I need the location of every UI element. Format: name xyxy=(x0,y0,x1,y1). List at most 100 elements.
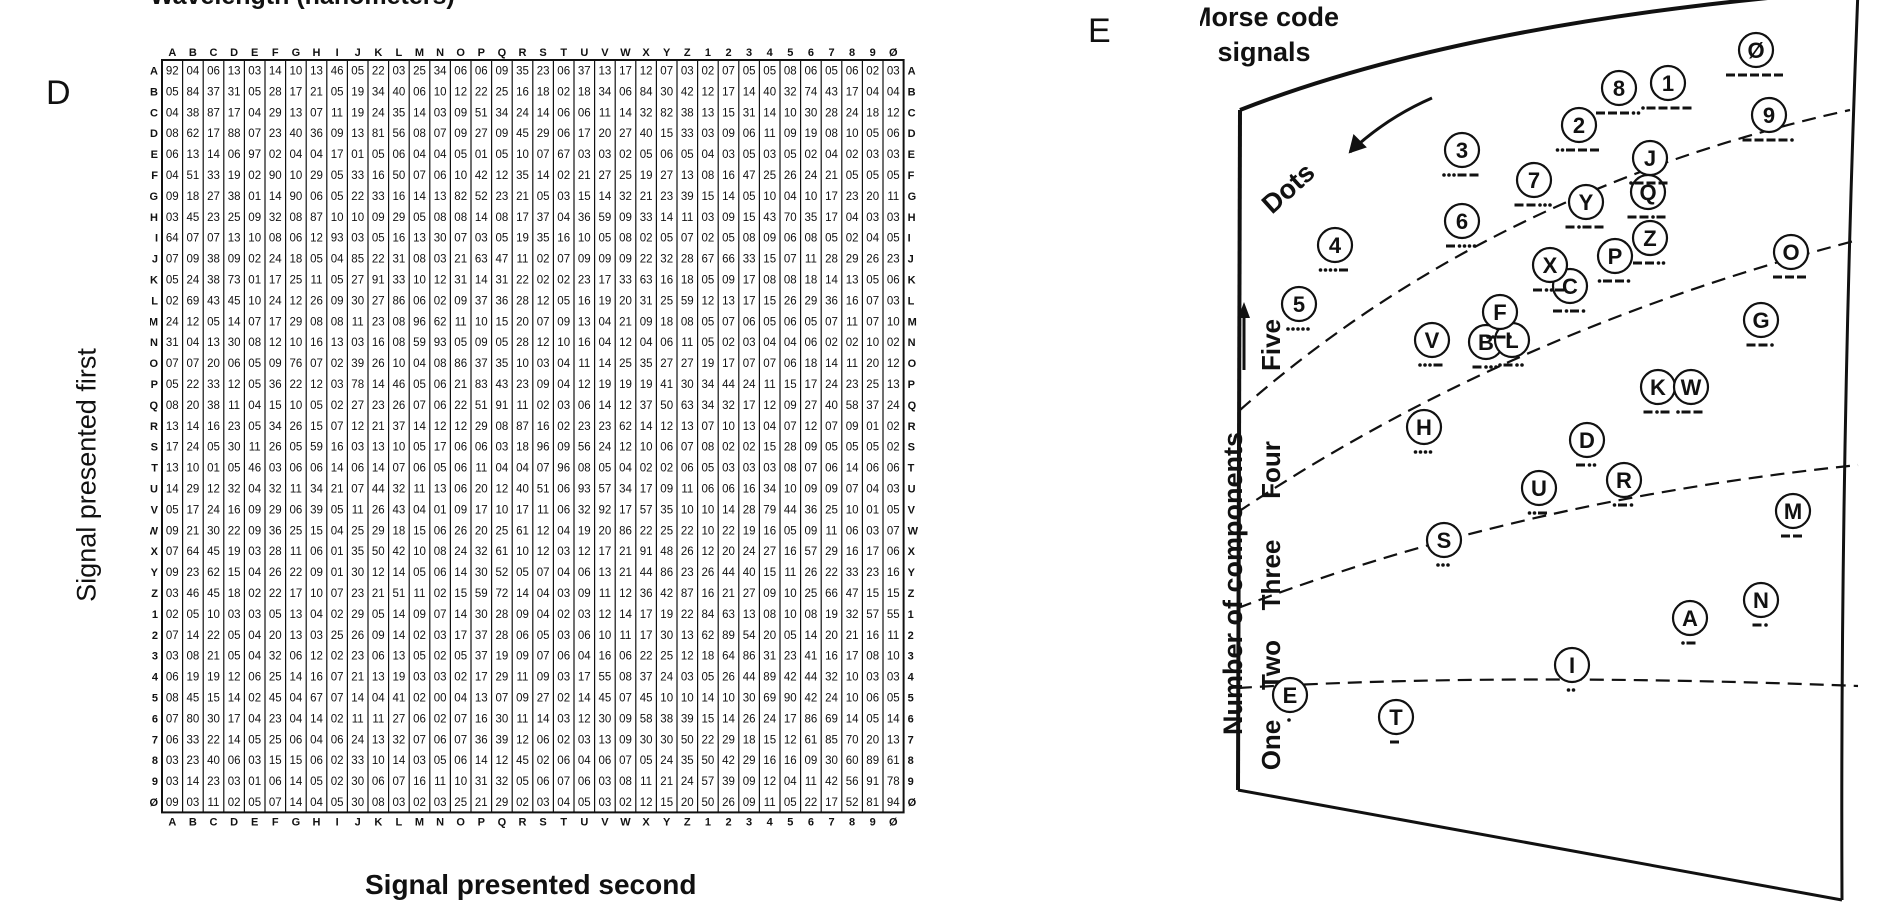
morse-dot xyxy=(1661,261,1666,265)
matrix-cell: 14 xyxy=(351,692,364,704)
col-label-bottom: P xyxy=(478,816,485,828)
morse-dot xyxy=(1491,335,1495,339)
matrix-cell: 32 xyxy=(269,651,282,663)
col-label-bottom: 3 xyxy=(746,816,752,828)
matrix-cell: 03 xyxy=(413,672,426,684)
morse-dot xyxy=(1306,327,1310,331)
morse-dot xyxy=(1587,463,1592,467)
matrix-cell: 03 xyxy=(166,588,179,600)
matrix-cell: 27 xyxy=(660,170,673,182)
matrix-cell: 22 xyxy=(454,400,467,412)
matrix-cell: 15 xyxy=(743,212,756,224)
matrix-cell: 08 xyxy=(619,672,632,684)
matrix-cell: 02 xyxy=(413,692,426,704)
matrix-cell: 40 xyxy=(743,567,756,579)
matrix-cell: 17 xyxy=(805,379,818,391)
matrix-cell: 18 xyxy=(805,358,818,370)
matrix-cell: 15 xyxy=(722,107,735,119)
matrix-cell: 08 xyxy=(784,463,797,475)
matrix-cell: 07 xyxy=(454,713,467,725)
matrix-cell: 38 xyxy=(207,274,220,286)
matrix-cell: 36 xyxy=(578,212,591,224)
matrix-cell: 07 xyxy=(681,233,694,245)
matrix-cell: 04 xyxy=(290,692,303,704)
matrix-cell: 06 xyxy=(578,630,591,642)
matrix-cell: 15 xyxy=(763,567,776,579)
matrix-cell: 35 xyxy=(640,358,653,370)
matrix-cell: 09 xyxy=(537,672,550,684)
matrix-cell: 09 xyxy=(248,504,261,516)
matrix-cell: 21 xyxy=(372,588,385,600)
col-label-bottom: U xyxy=(580,816,588,828)
signal-node-6: 6 xyxy=(1443,202,1481,248)
matrix-cell: 11 xyxy=(887,630,899,642)
matrix-cell: 04 xyxy=(578,651,591,663)
matrix-cell: 09 xyxy=(763,233,776,245)
signal-label: K xyxy=(1650,375,1666,400)
matrix-cell: 21 xyxy=(351,672,364,684)
matrix-cell: 48 xyxy=(660,546,673,558)
matrix-cell: 14 xyxy=(846,463,859,475)
matrix-cell: 18 xyxy=(681,274,694,286)
matrix-cell: 54 xyxy=(743,630,756,642)
morse-dot xyxy=(1571,688,1576,692)
morse-dot xyxy=(1564,309,1569,313)
matrix-cell: 27 xyxy=(599,170,612,182)
matrix-cell: 42 xyxy=(660,588,673,600)
matrix-cell: 05 xyxy=(454,651,467,663)
band-label-five: Five xyxy=(1256,319,1286,371)
signal-node-Ø: Ø xyxy=(1726,31,1783,77)
matrix-cell: 11 xyxy=(331,107,343,119)
morse-dot xyxy=(1423,363,1427,367)
matrix-cell: 11 xyxy=(620,630,632,642)
matrix-cell: 03 xyxy=(537,797,550,809)
matrix-cell: 05 xyxy=(722,233,735,245)
matrix-cell: 04 xyxy=(248,713,261,725)
matrix-cell: 30 xyxy=(351,567,364,579)
row-label-right: O xyxy=(908,358,917,370)
matrix-cell: 14 xyxy=(516,588,529,600)
matrix-cell: 62 xyxy=(187,128,200,140)
matrix-cell: 30 xyxy=(743,692,756,704)
matrix-cell: 13 xyxy=(228,233,241,245)
morse-dot xyxy=(1651,215,1655,219)
matrix-cell: 09 xyxy=(825,483,838,495)
matrix-cell: 02 xyxy=(557,274,570,286)
matrix-cell: 03 xyxy=(557,713,570,725)
matrix-cell: 13 xyxy=(681,170,694,182)
matrix-cell: 04 xyxy=(537,588,550,600)
matrix-cell: 04 xyxy=(866,483,879,495)
matrix-cell: 27 xyxy=(537,692,550,704)
matrix-cell: 19 xyxy=(496,651,509,663)
panel-d-top-caption: Wavelength (nanometers) xyxy=(150,0,455,11)
matrix-cell: 17 xyxy=(640,609,653,621)
matrix-cell: 14 xyxy=(619,609,632,621)
col-label-top: P xyxy=(478,47,485,59)
matrix-cell: 02 xyxy=(434,588,447,600)
matrix-cell: 35 xyxy=(393,107,406,119)
matrix-cell: 17 xyxy=(599,274,612,286)
panel-e-letter: E xyxy=(1088,12,1111,50)
matrix-cell: 17 xyxy=(516,212,529,224)
row-label-right: M xyxy=(908,316,917,328)
signal-label: 7 xyxy=(1528,168,1540,193)
col-label-bottom: H xyxy=(313,816,321,828)
matrix-cell: 03 xyxy=(887,149,900,161)
matrix-cell: 09 xyxy=(372,212,385,224)
matrix-cell: 16 xyxy=(516,86,529,98)
matrix-cell: 11 xyxy=(599,107,611,119)
matrix-cell: 08 xyxy=(619,776,632,788)
morse-dot xyxy=(1560,148,1565,152)
matrix-cell: 21 xyxy=(187,525,200,537)
matrix-cell: 33 xyxy=(681,128,694,140)
matrix-cell: 10 xyxy=(846,692,859,704)
matrix-cell: 55 xyxy=(887,609,900,621)
matrix-cell: 07 xyxy=(743,358,756,370)
matrix-cell: 22 xyxy=(681,525,694,537)
matrix-cell: 08 xyxy=(269,233,282,245)
matrix-cell: 04 xyxy=(187,65,200,77)
col-label-top: T xyxy=(560,47,567,59)
map-frame xyxy=(1236,0,1860,902)
signal-label: 1 xyxy=(1662,71,1674,96)
matrix-cell: 32 xyxy=(784,86,797,98)
